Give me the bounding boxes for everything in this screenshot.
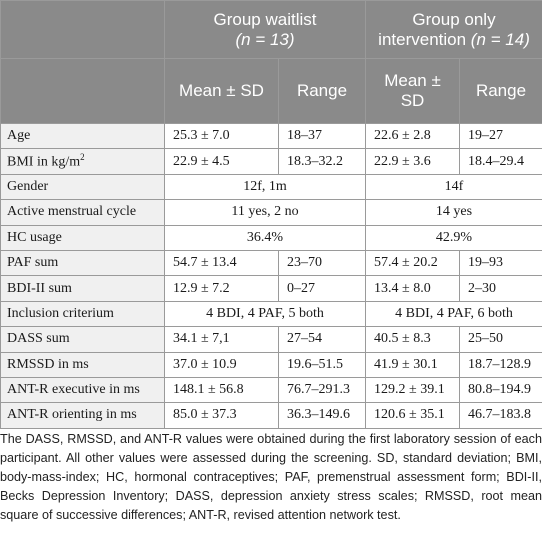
g2-mean-sd: 41.9 ± 30.1 xyxy=(365,351,461,378)
g2-range: 46.7–183.8 xyxy=(459,402,542,429)
g1-merged-value: 11 yes, 2 no xyxy=(163,199,367,226)
row-label: ANT-R executive in ms xyxy=(0,376,165,404)
g2-mean-sd: 22.6 ± 2.8 xyxy=(365,122,461,150)
header-empty-cell xyxy=(0,0,165,59)
row-label-superscript: 2 xyxy=(80,152,85,163)
table-row: BMI in kg/m2 22.9 ± 4.5 18.3–32.2 22.9 ±… xyxy=(0,148,542,175)
g1-range: 36.3–149.6 xyxy=(277,402,367,429)
g1-range: 0–27 xyxy=(277,275,367,302)
group2-title-line1: Group only xyxy=(412,9,496,29)
g2-range: 19–27 xyxy=(459,122,542,150)
group2-title-line2-wrap: intervention (n = 14) xyxy=(372,30,536,50)
row-label: BMI in kg/m xyxy=(7,154,81,170)
header-group-only-intervention: Group only intervention (n = 14) xyxy=(365,0,542,59)
g1-range: 23–70 xyxy=(277,249,367,277)
col-header-g1-mean-sd: Mean ± SD xyxy=(164,58,279,124)
table-row: BDI-II sum 12.9 ± 7.2 0–27 13.4 ± 8.0 2–… xyxy=(0,275,542,302)
g2-mean-sd: 13.4 ± 8.0 xyxy=(365,275,461,302)
g2-merged-value: 14f xyxy=(365,173,542,201)
header-empty-cell-2 xyxy=(0,58,165,124)
table-row: HC usage 36.4% 42.9% xyxy=(0,224,542,251)
g1-mean-sd: 25.3 ± 7.0 xyxy=(164,122,279,150)
participant-characteristics-table: Group waitlist (n = 13) Group only inter… xyxy=(0,0,542,429)
col-header-g2-range: Range xyxy=(459,58,542,124)
table-row: ANT-R orienting in ms 85.0 ± 37.3 36.3–1… xyxy=(0,402,542,429)
group1-n: (n = 13) xyxy=(235,29,295,49)
g2-mean-sd: 22.9 ± 3.6 xyxy=(365,148,461,175)
g1-range: 18–37 xyxy=(277,122,367,150)
col-header-g2-mean-sd: Mean ± SD xyxy=(365,58,461,124)
col-header-g1-range: Range xyxy=(277,58,367,124)
g1-mean-sd: 54.7 ± 13.4 xyxy=(164,249,279,277)
g2-mean-sd: 120.6 ± 35.1 xyxy=(365,402,461,429)
group2-title-line2: intervention xyxy=(378,29,467,49)
row-label: DASS sum xyxy=(0,326,165,353)
row-label: HC usage xyxy=(0,224,165,251)
footnote-text: The DASS, RMSSD, and ANT-R values were o… xyxy=(0,432,542,522)
g2-merged-value: 14 yes xyxy=(365,199,542,226)
table-row: DASS sum 34.1 ± 7,1 27–54 40.5 ± 8.3 25–… xyxy=(0,326,542,353)
g2-mean-sd: 40.5 ± 8.3 xyxy=(365,326,461,353)
g1-range: 18.3–32.2 xyxy=(277,148,367,175)
row-label-wrap: BMI in kg/m2 xyxy=(0,148,165,175)
g2-mean-sd: 129.2 ± 39.1 xyxy=(365,376,461,404)
table-row: ANT-R executive in ms 148.1 ± 56.8 76.7–… xyxy=(0,376,542,404)
g1-merged-value: 12f, 1m xyxy=(163,173,367,201)
g1-range: 27–54 xyxy=(277,326,367,353)
g1-range: 76.7–291.3 xyxy=(277,376,367,404)
g2-range: 18.7–128.9 xyxy=(459,351,542,378)
g1-merged-value: 36.4% xyxy=(163,224,367,251)
group2-n: (n = 14) xyxy=(470,29,530,49)
row-label: Gender xyxy=(0,173,165,201)
g1-mean-sd: 12.9 ± 7.2 xyxy=(164,275,279,302)
row-label: Age xyxy=(0,122,165,150)
g1-mean-sd: 34.1 ± 7,1 xyxy=(164,326,279,353)
header-group-waitlist: Group waitlist (n = 13) xyxy=(163,0,367,59)
g1-range: 19.6–51.5 xyxy=(277,351,367,378)
g2-range: 19–93 xyxy=(459,249,542,277)
table-row: Age 25.3 ± 7.0 18–37 22.6 ± 2.8 19–27 xyxy=(0,122,542,150)
group1-title: Group waitlist xyxy=(213,9,317,29)
row-label: PAF sum xyxy=(0,249,165,277)
table-row: Active menstrual cycle 11 yes, 2 no 14 y… xyxy=(0,199,542,226)
table-row: Inclusion criterium 4 BDI, 4 PAF, 5 both… xyxy=(0,300,542,328)
g2-merged-value: 42.9% xyxy=(365,224,542,251)
table-row: PAF sum 54.7 ± 13.4 23–70 57.4 ± 20.2 19… xyxy=(0,249,542,277)
table-row: RMSSD in ms 37.0 ± 10.9 19.6–51.5 41.9 ±… xyxy=(0,351,542,378)
g1-mean-sd: 22.9 ± 4.5 xyxy=(164,148,279,175)
g2-range: 80.8–194.9 xyxy=(459,376,542,404)
row-label: RMSSD in ms xyxy=(0,351,165,378)
g2-range: 25–50 xyxy=(459,326,542,353)
table-row: Gender 12f, 1m 14f xyxy=(0,173,542,201)
row-label: BDI-II sum xyxy=(0,275,165,302)
row-label: ANT-R orienting in ms xyxy=(0,402,165,429)
g1-mean-sd: 148.1 ± 56.8 xyxy=(164,376,279,404)
g2-merged-value: 4 BDI, 4 PAF, 6 both xyxy=(365,300,542,328)
g1-merged-value: 4 BDI, 4 PAF, 5 both xyxy=(163,300,367,328)
row-label: Active menstrual cycle xyxy=(0,199,165,226)
g1-mean-sd: 85.0 ± 37.3 xyxy=(164,402,279,429)
g2-range: 2–30 xyxy=(459,275,542,302)
row-label: Inclusion criterium xyxy=(0,300,165,328)
g2-mean-sd: 57.4 ± 20.2 xyxy=(365,249,461,277)
table-footnote: The DASS, RMSSD, and ANT-R values were o… xyxy=(0,430,542,525)
g1-mean-sd: 37.0 ± 10.9 xyxy=(164,351,279,378)
g2-range: 18.4–29.4 xyxy=(459,148,542,175)
